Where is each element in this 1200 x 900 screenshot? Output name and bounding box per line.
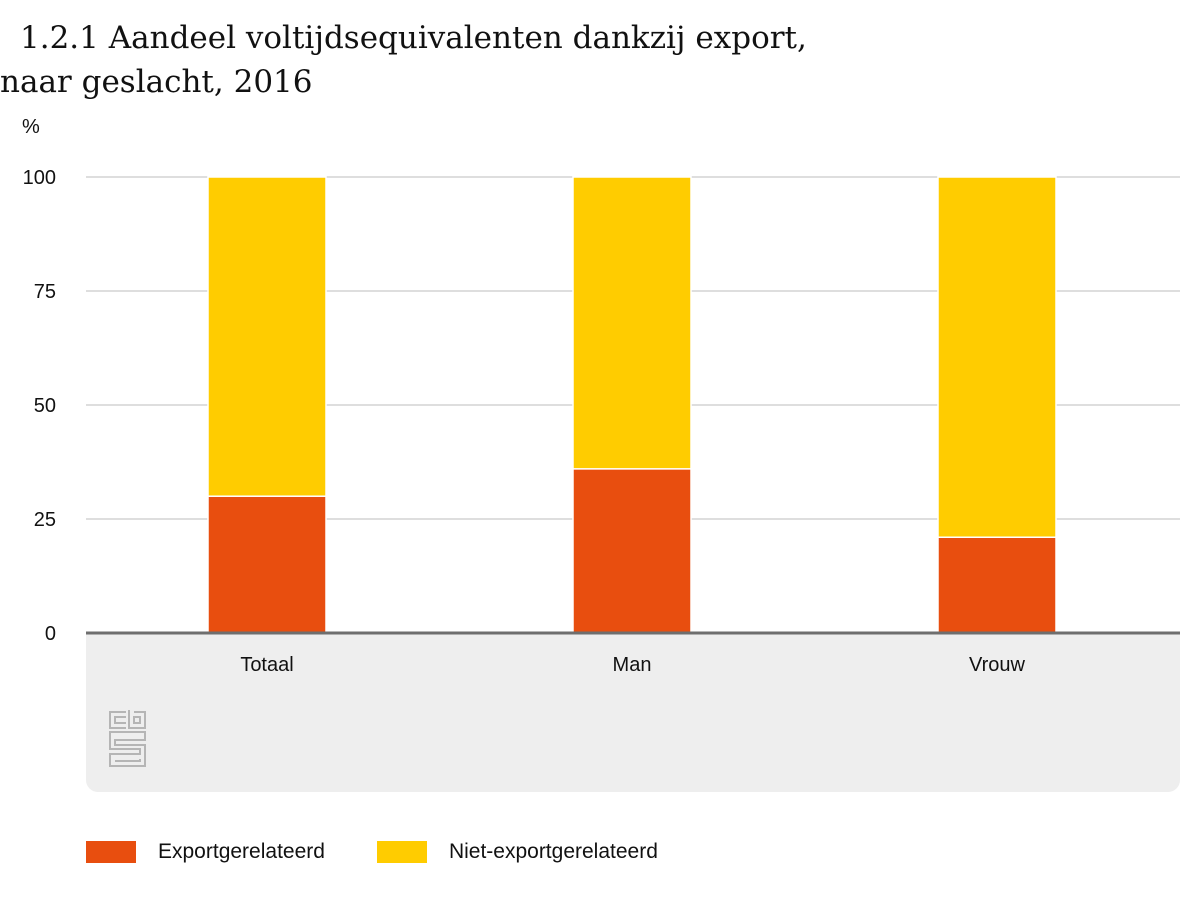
cbs-logo-s <box>109 731 146 767</box>
bar-vrouw-export <box>937 536 1057 634</box>
y-tick-label-100: 100 <box>23 167 56 189</box>
category-axis-panel <box>86 634 1180 792</box>
x-category-label-vrouw: Vrouw <box>969 654 1026 676</box>
legend-item-export: Exportgerelateerd <box>86 840 325 864</box>
legend-swatch-non-export <box>376 841 427 863</box>
x-category-label-man: Man <box>613 654 652 676</box>
x-category-label-totaal: Totaal <box>240 654 293 676</box>
legend-item-non-export: Niet-exportgerelateerd <box>376 840 658 864</box>
cbs-logo-b <box>128 710 146 729</box>
y-axis-unit-label: % <box>22 116 40 138</box>
y-tick-label-25: 25 <box>34 509 56 531</box>
y-tick-label-0: 0 <box>45 623 56 645</box>
bar-man-non-export <box>572 176 692 470</box>
legend-label-non-export: Niet-exportgerelateerd <box>448 840 658 863</box>
bar-man-export <box>572 468 692 634</box>
chart-title: 1.2.1 Aandeel voltijdsequivalenten dankz… <box>0 20 807 100</box>
legend-label-export: Exportgerelateerd <box>158 840 325 863</box>
y-tick-label-50: 50 <box>34 395 56 417</box>
legend-swatch-export <box>86 841 136 863</box>
bar-totaal-non-export <box>207 176 327 497</box>
bar-totaal-export <box>207 495 327 634</box>
cbs-logo-c <box>109 711 126 729</box>
bar-vrouw-non-export <box>937 176 1057 538</box>
y-tick-label-75: 75 <box>34 281 56 303</box>
legend: Exportgerelateerd Niet-exportgerelateerd <box>86 840 710 864</box>
cbs-logo: cbs <box>109 710 146 767</box>
